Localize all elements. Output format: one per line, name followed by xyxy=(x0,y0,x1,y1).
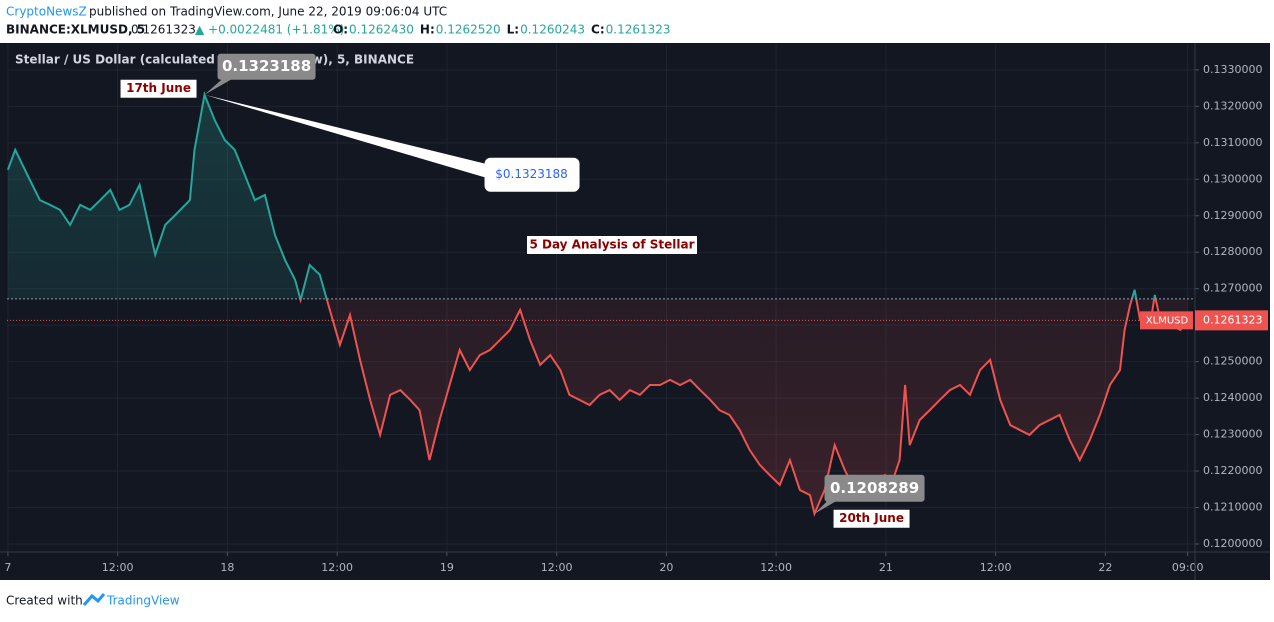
tradingview-logo xyxy=(82,593,106,606)
x-tick-label: 21 xyxy=(879,561,893,574)
value-pointer xyxy=(204,78,233,95)
y-tick-label: 0.1250000 xyxy=(1203,355,1263,368)
x-tick-label: 12:00 xyxy=(102,561,134,574)
value-box xyxy=(217,53,316,80)
x-tick-label: 09:00 xyxy=(1172,561,1204,574)
published-note: published on TradingView.com, June 22, 2… xyxy=(89,5,447,19)
x-tick-label: 7 xyxy=(4,561,11,574)
value-pointer xyxy=(814,499,839,514)
last-price-label: 0.1261323 xyxy=(1203,313,1263,326)
y-tick-label: 0.1300000 xyxy=(1203,172,1263,185)
x-tick-label: 12:00 xyxy=(980,561,1012,574)
ohlc-value: 0.1262520 xyxy=(436,23,501,37)
y-tick-label: 0.1220000 xyxy=(1203,464,1263,477)
x-tick-label: 20 xyxy=(659,561,673,574)
date-label: 17th June xyxy=(126,81,191,95)
last-price-tag xyxy=(1195,310,1268,331)
area-below xyxy=(7,298,1188,514)
x-tick-label: 22 xyxy=(1098,561,1112,574)
date-box xyxy=(833,509,910,528)
y-tick-label: 0.1320000 xyxy=(1203,99,1263,112)
ohlc-key: H: xyxy=(420,23,435,37)
ohlc-key: L: xyxy=(507,23,519,37)
area-above xyxy=(7,94,1156,299)
x-tick-label: 12:00 xyxy=(321,561,353,574)
footer-created: Created with xyxy=(6,594,83,608)
footer-brand[interactable]: TradingView xyxy=(106,594,180,608)
date-label: 20th June xyxy=(839,511,904,525)
y-tick-label: 0.1230000 xyxy=(1203,428,1263,441)
price-callout xyxy=(484,157,580,192)
y-tick-label: 0.1330000 xyxy=(1203,63,1263,76)
ohlc-key: O: xyxy=(333,23,348,37)
line-below xyxy=(299,298,1189,517)
x-tick-label: 18 xyxy=(220,561,234,574)
chart-title: Stellar / US Dollar (calculated by Tradi… xyxy=(15,53,414,67)
x-tick-label: 12:00 xyxy=(760,561,792,574)
y-tick-label: 0.1270000 xyxy=(1203,282,1263,295)
y-tick-label: 0.1210000 xyxy=(1203,501,1263,514)
ohlc-value: 0.1262430 xyxy=(349,23,414,37)
ohlc-value: 0.1261323 xyxy=(606,23,671,37)
y-tick-label: 0.1310000 xyxy=(1203,136,1263,149)
date-box xyxy=(120,79,197,98)
ohlc-value: 0.1260243 xyxy=(520,23,585,37)
x-tick-label: 19 xyxy=(440,561,454,574)
series-tag xyxy=(1140,311,1193,330)
y-tick-label: 0.1240000 xyxy=(1203,391,1263,404)
series-name: XLMUSD xyxy=(1146,315,1189,326)
price-change: ▲ +0.0022481 (+1.81%) xyxy=(195,23,344,37)
y-tick-label: 0.1290000 xyxy=(1203,209,1263,222)
y-tick-label: 0.1280000 xyxy=(1203,245,1263,258)
note: 5 Day Analysis of Stellar xyxy=(529,238,694,252)
price-callout-text: $0.1323188 xyxy=(495,167,568,181)
publisher[interactable]: CryptoNewsZ xyxy=(6,5,87,19)
x-tick-label: 12:00 xyxy=(541,561,573,574)
value-text: 0.1208289 xyxy=(830,479,919,497)
ohlc-key: C: xyxy=(591,23,605,37)
symbol: BINANCE:XLMUSD, 5 xyxy=(6,23,145,37)
callout-wedge xyxy=(204,94,490,179)
note-box xyxy=(527,236,697,254)
line-above xyxy=(7,91,1157,299)
value-box xyxy=(824,474,925,502)
last-price: 0.1261323 xyxy=(131,23,196,37)
value-text: 0.1323188 xyxy=(222,57,311,75)
y-tick-label: 0.1200000 xyxy=(1203,537,1263,550)
